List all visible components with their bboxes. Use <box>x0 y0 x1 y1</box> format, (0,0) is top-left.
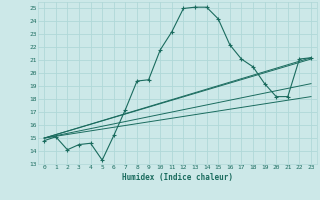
X-axis label: Humidex (Indice chaleur): Humidex (Indice chaleur) <box>122 173 233 182</box>
